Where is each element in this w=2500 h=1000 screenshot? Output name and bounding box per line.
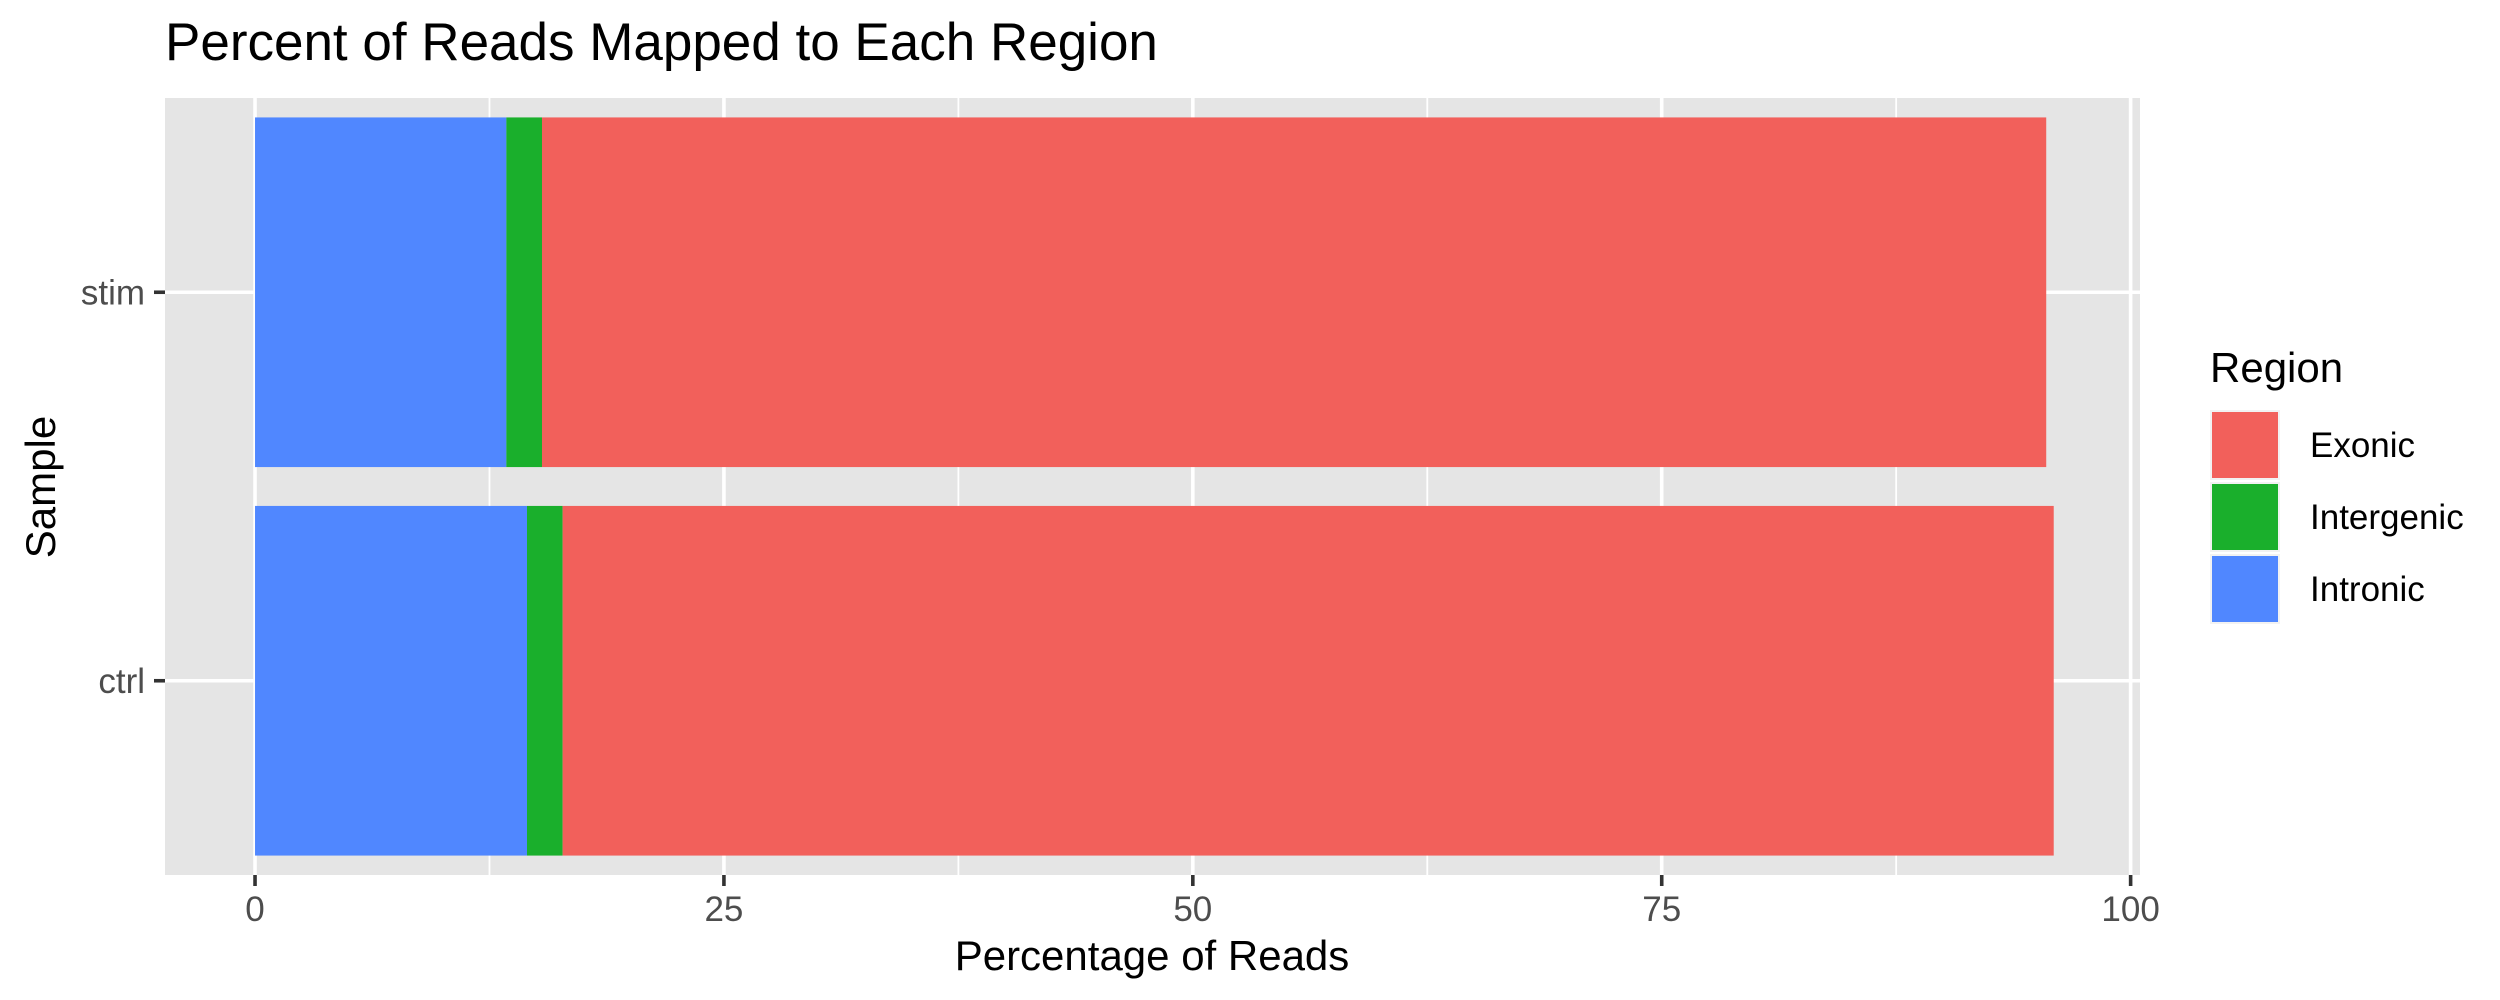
- bar-layer: [255, 117, 2054, 856]
- y-axis-title: Sample: [17, 416, 64, 558]
- y-tick-label: stim: [81, 273, 145, 312]
- x-tick-label: 25: [704, 890, 743, 929]
- legend-swatch-exonic: [2212, 412, 2278, 478]
- legend-label-intronic: Intronic: [2310, 570, 2425, 609]
- legend-label-intergenic: Intergenic: [2310, 498, 2464, 537]
- bar-intergenic-stim: [506, 117, 542, 468]
- legend-swatch-intronic: [2212, 556, 2278, 622]
- x-tick-label: 0: [245, 890, 264, 929]
- legend: Region Exonic Intergenic Intronic: [2210, 344, 2464, 624]
- legend-title: Region: [2210, 344, 2343, 391]
- chart-title: Percent of Reads Mapped to Each Region: [165, 13, 1158, 72]
- x-tick-label: 50: [1173, 890, 1212, 929]
- y-axis: stim ctrl: [81, 273, 165, 701]
- bar-intronic-ctrl: [255, 505, 527, 856]
- y-tick-label: ctrl: [98, 662, 145, 701]
- bar-exonic-ctrl: [562, 505, 2054, 856]
- legend-label-exonic: Exonic: [2310, 426, 2415, 465]
- x-axis-title: Percentage of Reads: [955, 932, 1350, 979]
- bar-intergenic-ctrl: [526, 505, 563, 856]
- x-tick-label: 75: [1642, 890, 1681, 929]
- x-tick-label: 100: [2101, 890, 2159, 929]
- legend-swatch-intergenic: [2212, 484, 2278, 550]
- bar-exonic-stim: [541, 117, 2047, 468]
- bar-intronic-stim: [255, 117, 507, 468]
- x-axis: 0 25 50 75 100: [245, 875, 2160, 929]
